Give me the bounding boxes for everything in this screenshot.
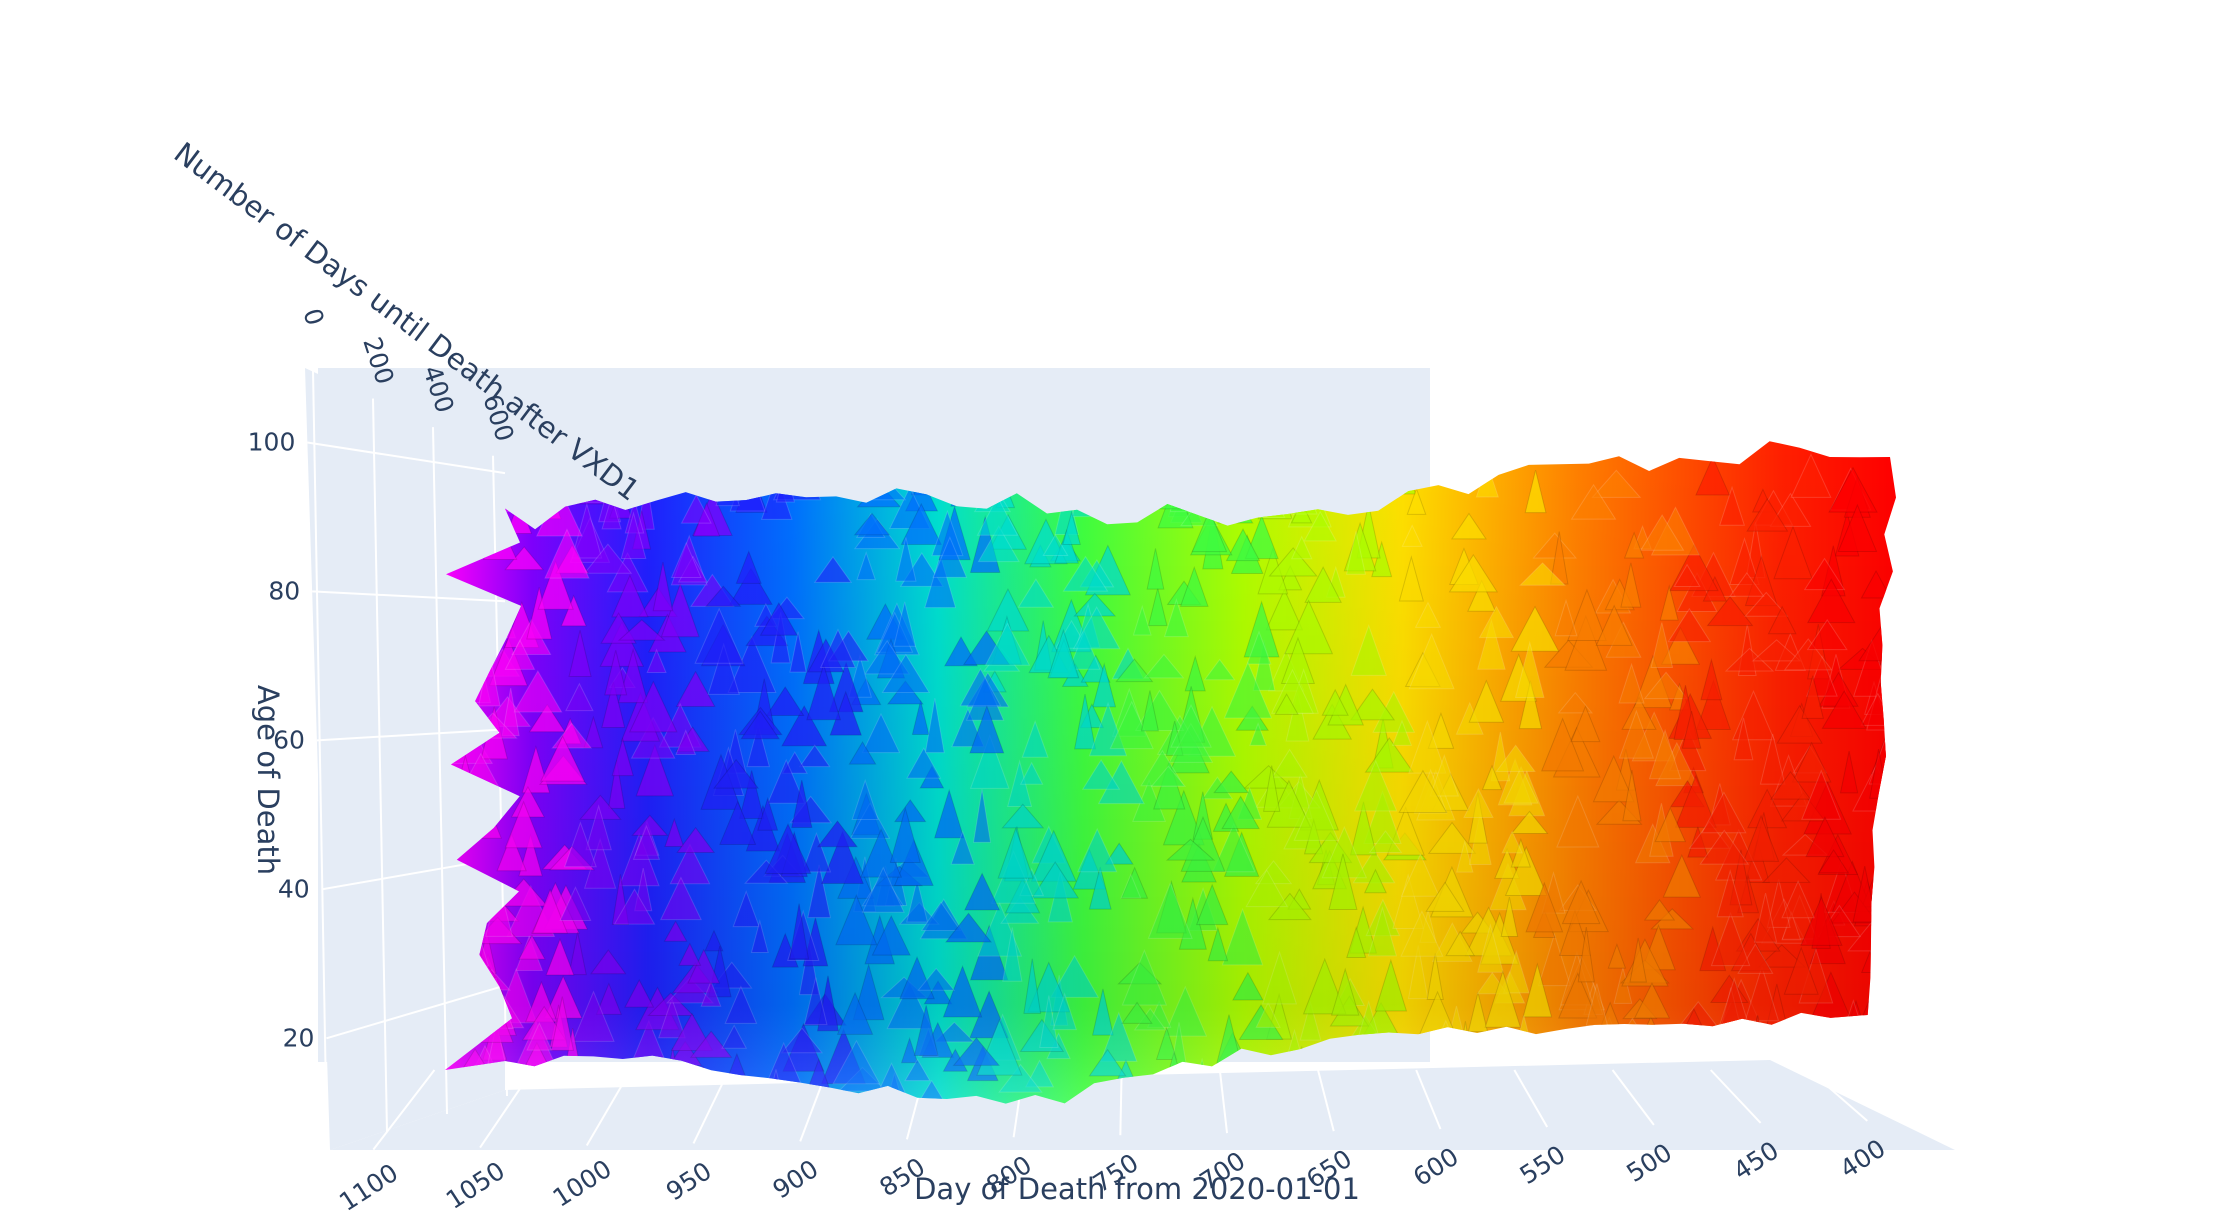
z-tick-label: 60 [273, 725, 305, 754]
x-tick-label: 900 [768, 1154, 824, 1204]
grid-lines [307, 369, 1868, 1151]
surface-spike [1880, 904, 1896, 928]
z-grid-line [316, 728, 506, 742]
x-axis-title: Day of Death from 2020-01-01 [914, 1172, 1360, 1206]
x-tick-label: 1100 [334, 1158, 403, 1216]
surface-spike [1898, 662, 1920, 694]
floor-pane [330, 1060, 1955, 1150]
x-grid-line [1808, 1069, 1868, 1122]
x-grid-line [1317, 1069, 1335, 1132]
x-tick-label: 950 [661, 1156, 717, 1206]
surface-spike [1885, 867, 1896, 892]
surface-spike [1556, 1033, 1582, 1065]
surface-spike [1879, 934, 1896, 961]
surface-spike [1880, 584, 1896, 628]
surface-spike [1879, 641, 1896, 687]
z-tick-label: 80 [268, 576, 300, 605]
surface-spike [1899, 633, 1918, 676]
x-grid-line [1415, 1069, 1442, 1130]
x-grid-line [585, 1069, 632, 1146]
x-tick-label: 1000 [548, 1154, 617, 1213]
surface-spike [1879, 615, 1896, 666]
z-grid-line [307, 441, 506, 475]
surface-spike [1892, 852, 1896, 880]
z-tick-label: 40 [278, 874, 310, 903]
x-tick-label: 1050 [441, 1156, 510, 1215]
surface-spike [1850, 1074, 1895, 1103]
surface-spike [1886, 1036, 1896, 1081]
surface-spike [1871, 860, 1896, 910]
surface-spike [1881, 710, 1896, 760]
x-grid-line [1709, 1069, 1762, 1124]
x-grid-line [692, 1069, 730, 1144]
y-grid-line [432, 427, 448, 1115]
z-axis-title: Age of Death [251, 685, 285, 875]
x-grid-line [372, 1069, 436, 1151]
surface-spike [1880, 824, 1896, 878]
z-tick-label: 20 [283, 1023, 315, 1052]
surface-spike [1887, 734, 1896, 779]
x-grid-line [1218, 1069, 1229, 1134]
left-wall-pane [305, 368, 505, 1150]
y-tick-label: 0 [297, 305, 329, 329]
x-grid-line [1513, 1069, 1549, 1128]
y-grid-line [372, 398, 388, 1133]
surface-spike [1886, 894, 1896, 919]
y-grid-line [312, 369, 328, 1151]
surface-spike [1830, 1046, 1876, 1093]
z-axis-ticks: 20 40 60 80 100 [248, 427, 315, 1052]
surface-shading [445, 441, 1896, 1104]
z-grid-line [326, 984, 506, 1040]
x-grid-line [479, 1069, 534, 1149]
z-tick-label: 100 [248, 427, 296, 456]
surface-spike [1859, 1062, 1884, 1098]
surface-spike [1713, 1021, 1738, 1067]
x-grid-line [1611, 1069, 1655, 1126]
z-grid-line [312, 590, 506, 603]
surface-spike [1886, 848, 1896, 876]
x-grid-line [1119, 1069, 1123, 1136]
surface-spike [1878, 951, 1896, 996]
surface[interactable] [445, 441, 1932, 1120]
